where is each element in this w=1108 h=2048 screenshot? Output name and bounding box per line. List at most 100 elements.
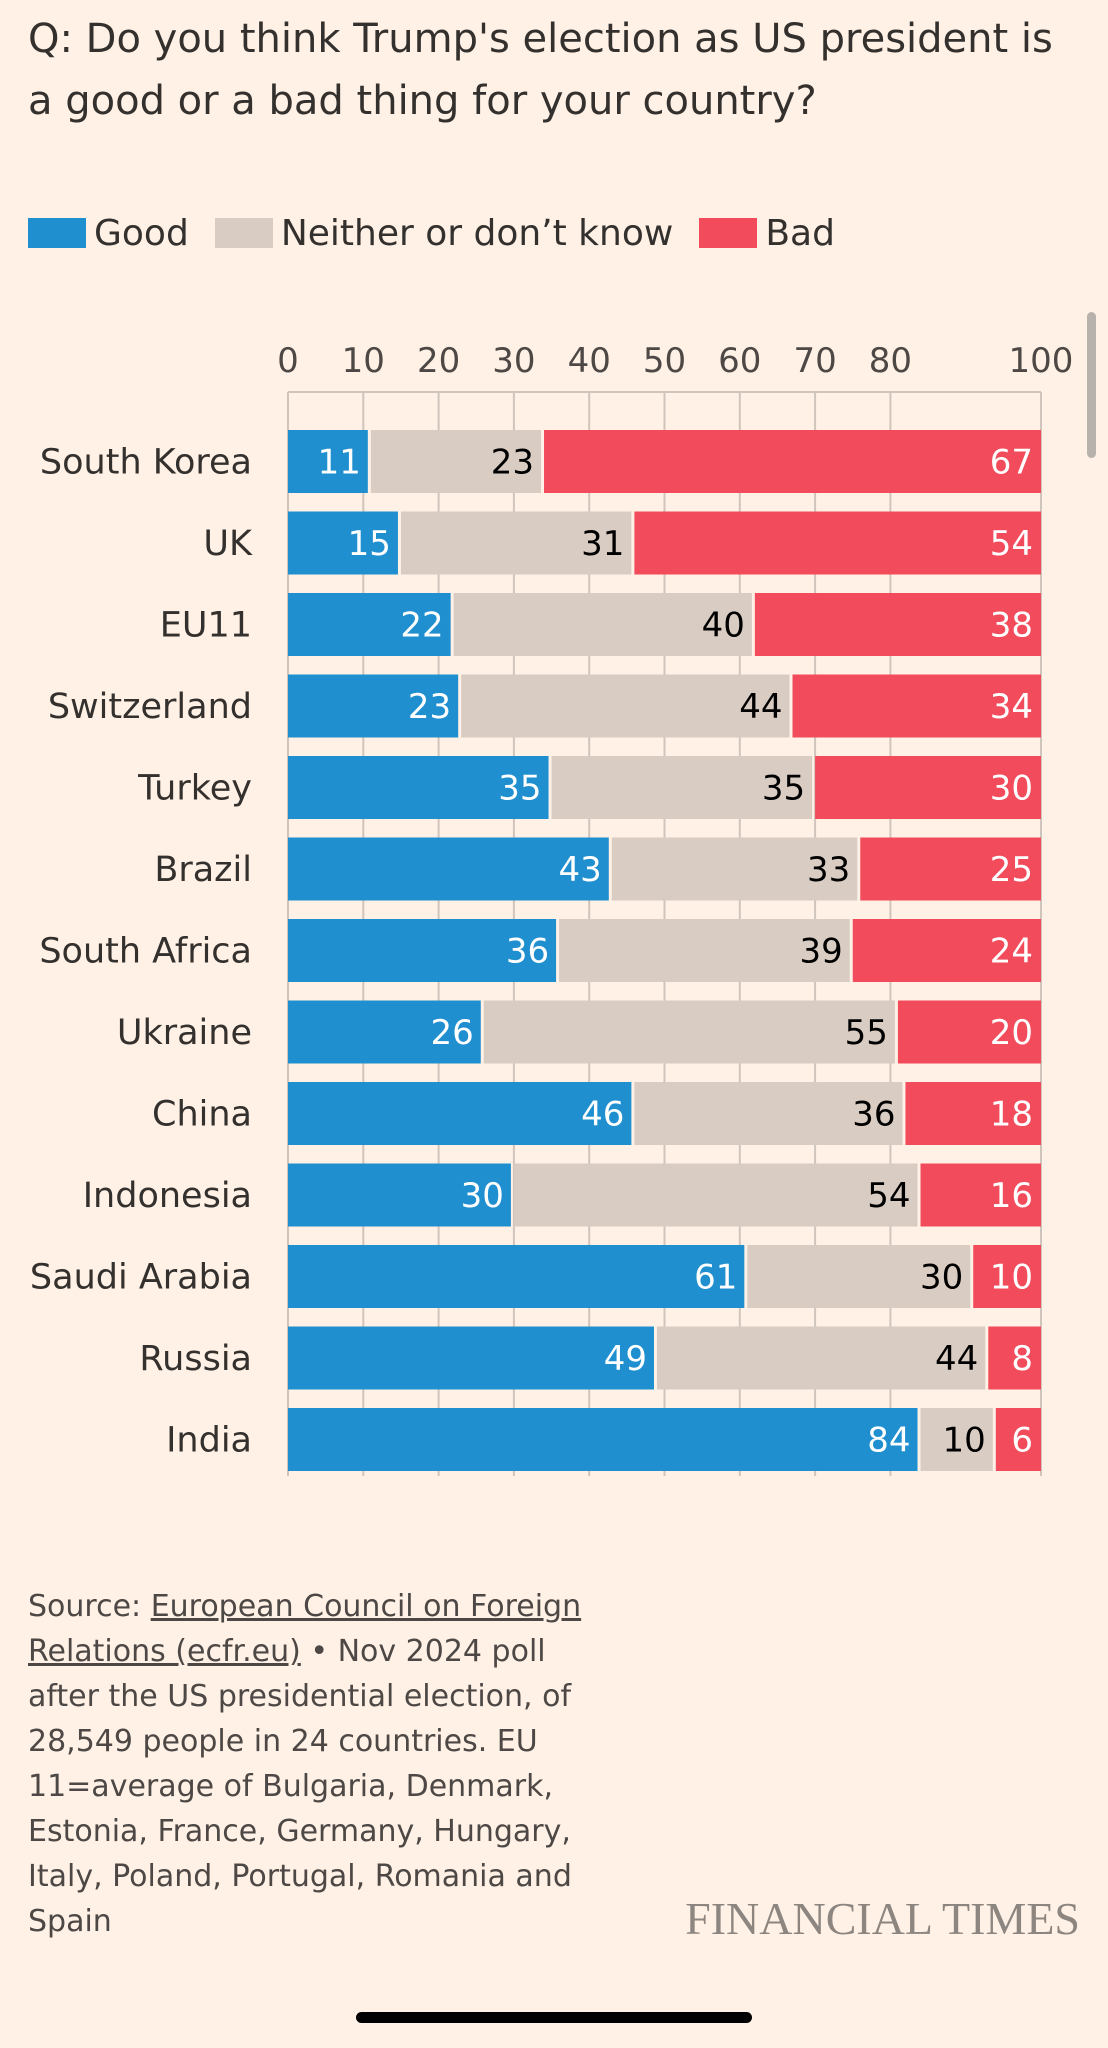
data-label-good: 84 xyxy=(867,1421,910,1461)
data-label-good: 61 xyxy=(694,1258,737,1298)
bar-neither-or-don-t-know xyxy=(656,1326,986,1390)
x-tick-label-60: 60 xyxy=(718,341,761,381)
data-label-good: 46 xyxy=(581,1095,624,1135)
source-details: • Nov 2024 poll after the US presidentia… xyxy=(28,1634,572,1939)
bar-neither-or-don-t-know xyxy=(483,1000,895,1064)
x-tick-label-100: 100 xyxy=(1009,341,1074,381)
x-tick-label-40: 40 xyxy=(568,341,611,381)
category-label-ukraine: Ukraine xyxy=(117,1013,252,1053)
legend-swatch-bad xyxy=(699,218,758,248)
bar-bad xyxy=(815,756,1041,819)
data-label-neither-or-don-t-know: 33 xyxy=(807,850,850,890)
bar-bad xyxy=(860,837,1041,901)
data-label-bad: 24 xyxy=(990,932,1033,972)
stacked-bar-chart: 0 10 20 30 40 50 60 70 80 100 South Korea 11 23 67 UK 1… xyxy=(30,341,1074,1476)
data-label-bad: 8 xyxy=(1011,1339,1033,1379)
data-label-bad: 30 xyxy=(990,769,1033,809)
source-prefix: Source: xyxy=(28,1589,151,1624)
bar-good xyxy=(288,1000,481,1064)
bar-neither-or-don-t-know xyxy=(513,1163,918,1227)
x-tick-label-80: 80 xyxy=(869,341,912,381)
data-label-neither-or-don-t-know: 35 xyxy=(762,769,805,809)
data-label-good: 30 xyxy=(461,1176,504,1216)
category-label-saudi-arabia: Saudi Arabia xyxy=(30,1258,252,1298)
data-label-neither-or-don-t-know: 10 xyxy=(943,1421,986,1461)
x-tick-label-50: 50 xyxy=(643,341,686,381)
data-label-good: 22 xyxy=(400,606,443,646)
category-label-brazil: Brazil xyxy=(154,850,252,890)
data-label-neither-or-don-t-know: 40 xyxy=(702,606,745,646)
legend-item-neither: Neither or don’t know xyxy=(214,213,673,254)
chart-title: Q: Do you think Trump's election as US p… xyxy=(28,16,1053,124)
x-tick-label-30: 30 xyxy=(492,341,535,381)
bar-good xyxy=(288,1082,632,1145)
legend-swatch-neither xyxy=(214,218,273,248)
bar-neither-or-don-t-know xyxy=(920,1408,993,1471)
data-label-good: 36 xyxy=(506,932,549,972)
bar-good xyxy=(288,593,451,656)
bar-bad xyxy=(852,919,1041,982)
category-label-turkey: Turkey xyxy=(137,769,252,809)
bar-good xyxy=(288,1408,918,1471)
data-label-neither-or-don-t-know: 23 xyxy=(491,443,534,483)
category-label-eu11: EU11 xyxy=(160,606,252,646)
data-label-good: 26 xyxy=(431,1013,474,1053)
data-label-bad: 54 xyxy=(990,524,1033,564)
ft-logo: FINANCIAL TIMES xyxy=(685,1893,1080,1944)
bar-good xyxy=(288,430,368,493)
bar-neither-or-don-t-know xyxy=(747,1245,971,1308)
bar-good xyxy=(288,1245,745,1308)
legend-swatch-good xyxy=(28,218,86,248)
data-label-bad: 67 xyxy=(990,443,1033,483)
x-tick-label-0: 0 xyxy=(277,341,299,381)
bar-neither-or-don-t-know xyxy=(370,430,542,493)
category-label-switzerland: Switzerland xyxy=(48,687,252,727)
bar-bad xyxy=(792,674,1041,738)
legend-item-bad: Bad xyxy=(699,213,835,254)
category-label-south-korea: South Korea xyxy=(40,443,252,483)
bar-neither-or-don-t-know xyxy=(551,756,813,819)
bar-neither-or-don-t-know xyxy=(400,511,632,575)
bar-good xyxy=(288,1326,654,1390)
bar-good xyxy=(288,756,549,819)
data-label-neither-or-don-t-know: 30 xyxy=(920,1258,963,1298)
bar-neither-or-don-t-know xyxy=(461,674,790,738)
data-label-good: 11 xyxy=(318,443,361,483)
data-label-good: 49 xyxy=(604,1339,647,1379)
bar-bad xyxy=(995,1408,1041,1471)
data-label-bad: 25 xyxy=(990,850,1033,890)
data-label-bad: 10 xyxy=(990,1258,1033,1298)
data-label-bad: 34 xyxy=(990,687,1033,727)
data-label-good: 15 xyxy=(348,524,391,564)
bar-bad xyxy=(973,1245,1041,1308)
data-label-neither-or-don-t-know: 54 xyxy=(867,1176,910,1216)
bar-good xyxy=(288,511,398,575)
x-tick-label-10: 10 xyxy=(342,341,385,381)
data-label-good: 23 xyxy=(408,687,451,727)
data-label-neither-or-don-t-know: 44 xyxy=(739,687,782,727)
data-label-neither-or-don-t-know: 39 xyxy=(799,932,842,972)
bar-bad xyxy=(544,430,1041,493)
bar-good xyxy=(288,674,459,738)
data-label-neither-or-don-t-know: 36 xyxy=(852,1095,895,1135)
bar-bad xyxy=(920,1163,1041,1227)
data-label-neither-or-don-t-know: 55 xyxy=(845,1013,888,1053)
bar-bad xyxy=(754,593,1041,656)
data-label-bad: 18 xyxy=(990,1095,1033,1135)
category-label-russia: Russia xyxy=(139,1339,252,1379)
data-label-neither-or-don-t-know: 31 xyxy=(581,524,624,564)
category-label-indonesia: Indonesia xyxy=(83,1176,252,1216)
data-label-good: 35 xyxy=(498,769,541,809)
x-tick-label-70: 70 xyxy=(793,341,836,381)
data-label-good: 43 xyxy=(559,850,602,890)
category-label-china: China xyxy=(152,1095,252,1135)
home-indicator[interactable] xyxy=(356,2012,752,2023)
data-label-neither-or-don-t-know: 44 xyxy=(935,1339,978,1379)
data-label-bad: 20 xyxy=(990,1013,1033,1053)
bar-neither-or-don-t-know xyxy=(611,837,858,901)
legend-label-good: Good xyxy=(94,212,189,254)
bar-bad xyxy=(634,511,1041,575)
source-link[interactable]: European Council on Foreign Relations (e… xyxy=(28,1589,582,1669)
scrollbar[interactable] xyxy=(1087,312,1096,458)
category-label-india: India xyxy=(166,1421,252,1461)
